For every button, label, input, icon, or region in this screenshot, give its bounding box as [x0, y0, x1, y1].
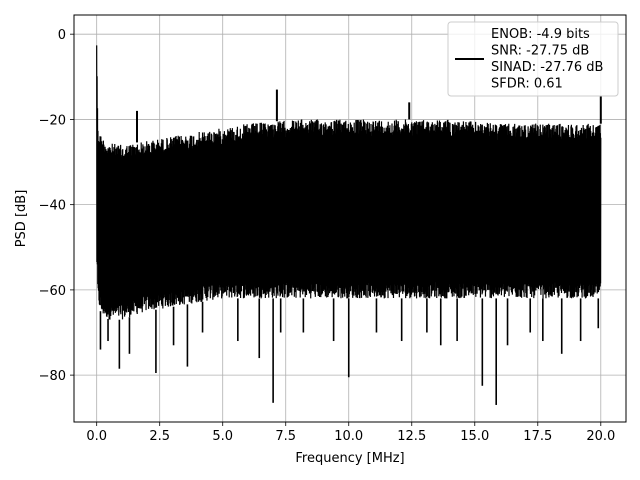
- psd-trace: [96, 45, 602, 320]
- x-axis-ticks: 0.0 2.5 5.0 7.5 10.0 12.5 15.0 17.5 20.0: [86, 422, 615, 444]
- plot-series-group: [96, 45, 602, 405]
- x-tick-label: 17.5: [523, 429, 552, 444]
- x-axis-label: Frequency [MHz]: [295, 451, 404, 466]
- legend-entry-sinad: SINAD: -27.76 dB: [491, 60, 603, 75]
- y-tick-label: −80: [39, 369, 66, 384]
- y-axis-ticks: 0 −20 −40 −60 −80: [39, 28, 74, 384]
- y-axis-label: PSD [dB]: [14, 190, 29, 248]
- x-tick-label: 15.0: [460, 429, 489, 444]
- x-tick-label: 7.5: [275, 429, 296, 444]
- x-tick-label: 12.5: [397, 429, 426, 444]
- x-tick-label: 2.5: [149, 429, 170, 444]
- x-tick-label: 20.0: [586, 429, 615, 444]
- x-tick-label: 5.0: [212, 429, 233, 444]
- y-tick-label: 0: [58, 28, 66, 43]
- legend: ENOB: -4.9 bits SNR: -27.75 dB SINAD: -2…: [447, 21, 619, 97]
- y-tick-label: −20: [39, 113, 66, 128]
- y-tick-label: −60: [39, 284, 66, 299]
- legend-box: [447, 21, 619, 97]
- legend-entry-sfdr: SFDR: 0.61: [491, 77, 563, 92]
- legend-entry-snr: SNR: -27.75 dB: [491, 44, 589, 59]
- x-tick-label: 10.0: [334, 429, 363, 444]
- y-tick-label: −40: [39, 199, 66, 214]
- x-tick-label: 0.0: [86, 429, 107, 444]
- plot-frame: [73, 14, 627, 423]
- legend-entry-enob: ENOB: -4.9 bits: [491, 27, 590, 42]
